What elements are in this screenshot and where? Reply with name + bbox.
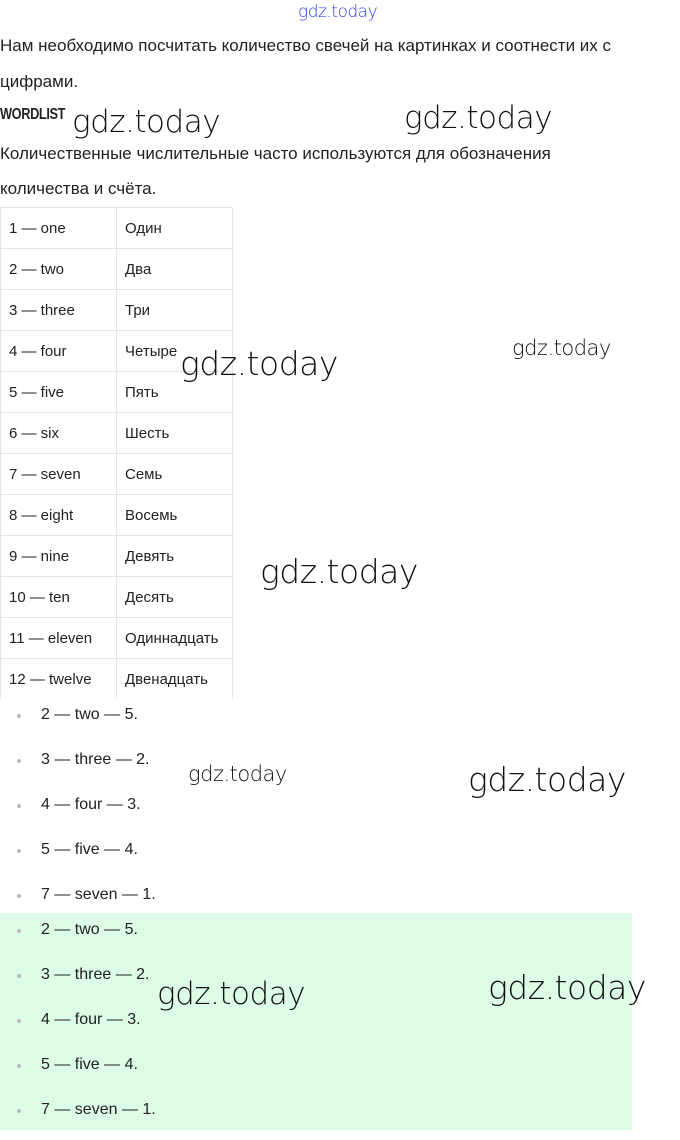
list-item: 3 — three — 2. xyxy=(0,745,632,790)
table-row: 5 — five Пять xyxy=(0,371,233,413)
bullet-icon xyxy=(17,849,21,853)
answer-text: 5 — five — 4. xyxy=(41,1056,138,1073)
russian-cell: Семь xyxy=(116,453,233,495)
english-cell: 10 — ten xyxy=(0,576,117,618)
russian-cell: Пять xyxy=(116,371,233,413)
table-row: 2 — two Два xyxy=(0,248,233,290)
bullet-icon xyxy=(17,974,21,978)
watermark: gdz.today xyxy=(488,968,646,1007)
russian-cell: Три xyxy=(116,289,233,331)
answer-text: 2 — two — 5. xyxy=(41,706,138,723)
watermark: gdz.today xyxy=(180,344,338,383)
english-cell: 8 — eight xyxy=(0,494,117,536)
bullet-icon xyxy=(17,759,21,763)
bullet-icon xyxy=(17,804,21,808)
answer-text: 4 — four — 3. xyxy=(41,1011,141,1028)
bullet-icon xyxy=(17,1109,21,1113)
wordlist-heading: WORDLIST xyxy=(0,106,66,123)
table-row: 4 — four Четыре xyxy=(0,330,233,372)
intro-line-1: Нам необходимо посчитать количество свеч… xyxy=(0,36,612,55)
watermark: gdz.today xyxy=(468,760,626,799)
watermark: gdz.today xyxy=(404,100,553,136)
russian-cell: Десять xyxy=(116,576,233,618)
wordlist-table: 1 — one Один 2 — two Два 3 — three Три 4 — fou… xyxy=(0,207,233,699)
table-row: 12 — twelve Двенадцать xyxy=(0,658,233,699)
english-cell: 5 — five xyxy=(0,371,117,413)
list-item: 7 — seven — 1. xyxy=(0,1095,632,1140)
watermark: gdz.today xyxy=(512,336,611,360)
english-cell: 7 — seven xyxy=(0,453,117,495)
russian-cell: Восемь xyxy=(116,494,233,536)
list-item: 7 — seven — 1. xyxy=(0,880,632,925)
list-item: 4 — four — 3. xyxy=(0,1005,632,1050)
bullet-icon xyxy=(17,714,21,718)
bullet-icon xyxy=(17,929,21,933)
watermark: gdz.today xyxy=(157,976,306,1012)
bullet-icon xyxy=(17,1064,21,1068)
table-row: 9 — nine Девять xyxy=(0,535,233,577)
watermark: gdz.today xyxy=(188,762,287,786)
english-cell: 4 — four xyxy=(0,330,117,372)
table-row: 3 — three Три xyxy=(0,289,233,331)
watermark: gdz.today xyxy=(260,552,418,591)
answer-list: 2 — two — 5. 3 — three — 2. 4 — four — 3. 5… xyxy=(0,700,632,925)
russian-cell: Одиннадцать xyxy=(116,617,233,659)
watermark: gdz.today xyxy=(298,2,378,22)
table-row: 10 — ten Десять xyxy=(0,576,233,618)
answer-text: 7 — seven — 1. xyxy=(41,1101,156,1118)
list-item: 2 — two — 5. xyxy=(0,915,632,960)
english-cell: 2 — two xyxy=(0,248,117,290)
bullet-icon xyxy=(17,1019,21,1023)
table-row: 6 — six Шесть xyxy=(0,412,233,454)
list-item: 2 — two — 5. xyxy=(0,700,632,745)
russian-cell: Двенадцать xyxy=(116,658,233,699)
answer-text: 4 — four — 3. xyxy=(41,796,141,813)
answer-text: 5 — five — 4. xyxy=(41,841,138,858)
english-cell: 3 — three xyxy=(0,289,117,331)
bullet-icon xyxy=(17,894,21,898)
answer-text: 7 — seven — 1. xyxy=(41,886,156,903)
list-item: 3 — three — 2. xyxy=(0,960,632,1005)
english-cell: 6 — six xyxy=(0,412,117,454)
table-row: 1 — one Один xyxy=(0,207,233,249)
watermark: gdz.today xyxy=(72,104,221,140)
russian-cell: Один xyxy=(116,207,233,249)
description-line-1: Количественные числительные часто исполь… xyxy=(0,144,551,163)
answer-text: 3 — three — 2. xyxy=(41,751,150,768)
list-item: 5 — five — 4. xyxy=(0,835,632,880)
russian-cell: Два xyxy=(116,248,233,290)
russian-cell: Шесть xyxy=(116,412,233,454)
english-cell: 12 — twelve xyxy=(0,658,117,699)
list-item: 5 — five — 4. xyxy=(0,1050,632,1095)
intro-line-2: цифрами. xyxy=(0,72,79,91)
english-cell: 1 — one xyxy=(0,207,117,249)
list-item: 4 — four — 3. xyxy=(0,790,632,835)
table-row: 7 — seven Семь xyxy=(0,453,233,495)
russian-cell: Четыре xyxy=(116,330,233,372)
english-cell: 9 — nine xyxy=(0,535,117,577)
russian-cell: Девять xyxy=(116,535,233,577)
answer-text: 2 — two — 5. xyxy=(41,921,138,938)
highlighted-answer-list: 2 — two — 5. 3 — three — 2. 4 — four — 3. 5… xyxy=(0,913,632,1130)
table-row: 8 — eight Восемь xyxy=(0,494,233,536)
description-line-2: количества и счёта. xyxy=(0,179,157,198)
table-row: 11 — eleven Одиннадцать xyxy=(0,617,233,659)
english-cell: 11 — eleven xyxy=(0,617,117,659)
answer-text: 3 — three — 2. xyxy=(41,966,150,983)
